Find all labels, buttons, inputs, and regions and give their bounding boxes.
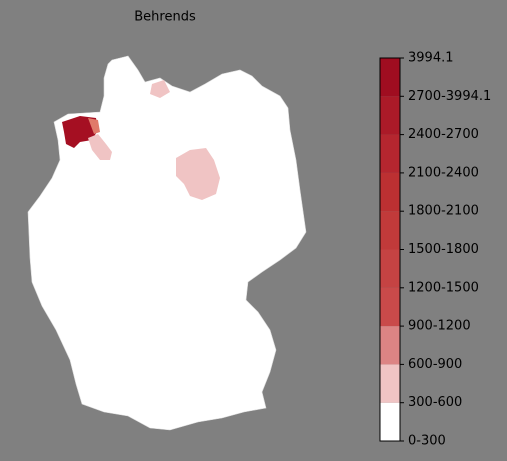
colorbar: 0-300 300-600 600-900 900-1200 1200-1500 1500… [380,51,491,449]
colorbar-segment [380,326,400,365]
colorbar-segment [380,249,400,288]
colorbar-label: 600-900 [408,357,462,372]
colorbar-label: 2400-2700 [408,127,479,142]
region-light [88,134,112,160]
region-light [150,80,170,98]
colorbar-segment [380,364,400,403]
colorbar-segment [380,96,400,135]
colorbar-label: 300-600 [408,395,462,410]
colorbar-frame [379,57,401,442]
region-light [176,148,220,200]
region-medium [88,118,100,134]
colorbar-segment [380,134,400,173]
colorbar-label: 0-300 [408,434,446,449]
colorbar-label: 900-1200 [408,319,471,334]
colorbar-label: 2100-2400 [408,165,479,180]
map-title: Behrends [134,10,196,25]
colorbar-segment [380,172,400,212]
colorbar-label: 1200-1500 [408,280,479,295]
germany-map [27,55,307,431]
colorbar-segment [380,402,400,441]
colorbar-label: 3994.1 [408,51,454,66]
colorbar-label: 2700-3994.1 [408,89,491,104]
colorbar-segment [380,287,400,327]
colorbar-segment [380,58,400,97]
colorbar-label: 1500-1800 [408,242,479,257]
colorbar-label: 1800-2100 [408,204,479,219]
colorbar-segment [380,211,400,250]
